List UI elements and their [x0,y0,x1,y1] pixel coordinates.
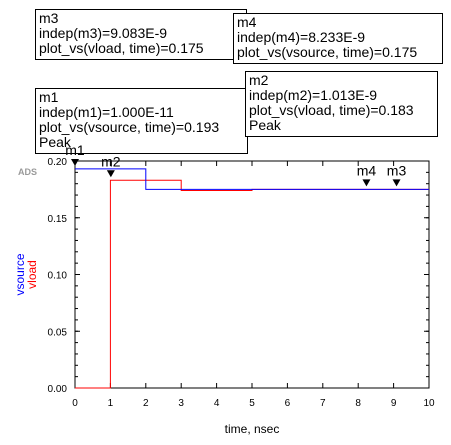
marker-box-m4-name: m4 [237,14,257,30]
marker-m1-label: m1 [65,142,85,158]
marker-box-m2-indep: indep(m2)=1.013E-9 [249,87,378,103]
marker-m3-triangle [392,179,401,187]
marker-box-m4[interactable]: m4 indep(m4)=8.233E-9 plot_vs(vsource, t… [233,13,443,64]
trace-vload [75,179,429,389]
x-tick-label: 3 [178,398,184,409]
x-tick-label: 4 [214,398,220,409]
marker-m3-label: m3 [387,162,407,178]
marker-box-m1-peak: Peak [39,134,71,150]
marker-box-m3[interactable]: m3 indep(m3)=9.083E-9 plot_vs(vload, tim… [35,9,247,60]
trace-vsource [75,168,429,190]
marker-box-m3-value: plot_vs(vload, time)=0.175 [39,40,204,56]
marker-box-m1-indep: indep(m1)=1.000E-11 [39,104,174,120]
marker-box-m4-value: plot_vs(vsource, time)=0.175 [237,44,418,60]
marker-box-m1[interactable]: m1 indep(m1)=1.000E-11 plot_vs(vsource, … [35,88,248,154]
plot-frame [74,160,430,389]
x-axis-label: time, nsec [225,422,280,436]
y-tick-label: 0.00 [48,384,68,395]
marker-box-m4-indep: indep(m4)=8.233E-9 [237,29,366,45]
x-tick-label: 10 [423,398,435,409]
x-tick-label: 1 [108,398,114,409]
marker-box-m3-name: m3 [39,10,59,26]
x-tick-label: 2 [143,398,149,409]
y-tick-label: 0.10 [48,271,68,282]
x-tick-label: 7 [320,398,326,409]
ads-watermark: ADS [18,167,38,177]
x-tick-label: 0 [72,398,78,409]
marker-box-m2-peak: Peak [249,117,281,133]
marker-box-m2-value: plot_vs(vload, time)=0.183 [249,102,414,118]
marker-box-m2-name: m2 [249,72,269,88]
y-tick-label: 0.20 [48,157,68,168]
marker-m2-label: m2 [101,153,121,169]
x-tick-label: 9 [391,398,397,409]
marker-box-m1-name: m1 [39,89,59,105]
marker-box-m3-indep: indep(m3)=9.083E-9 [39,25,168,41]
x-tick-label: 6 [285,398,291,409]
x-tick-label: 5 [249,398,255,409]
marker-m1-triangle [71,158,79,166]
y-axis-label-vload: vload [25,260,39,289]
marker-m4-triangle [362,179,371,187]
x-tick-label: 8 [355,398,361,409]
marker-box-m2[interactable]: m2 indep(m2)=1.013E-9 plot_vs(vload, tim… [245,71,438,137]
y-axis-label-vsource: vsource [13,253,27,295]
y-tick-label: 0.15 [48,214,68,225]
y-axis-label: vsourcevload [13,253,39,295]
marker-box-m1-value: plot_vs(vsource, time)=0.193 [39,119,220,135]
y-tick-label: 0.05 [48,327,68,338]
marker-m4-label: m4 [357,162,377,178]
marker-m2-triangle [106,170,115,178]
